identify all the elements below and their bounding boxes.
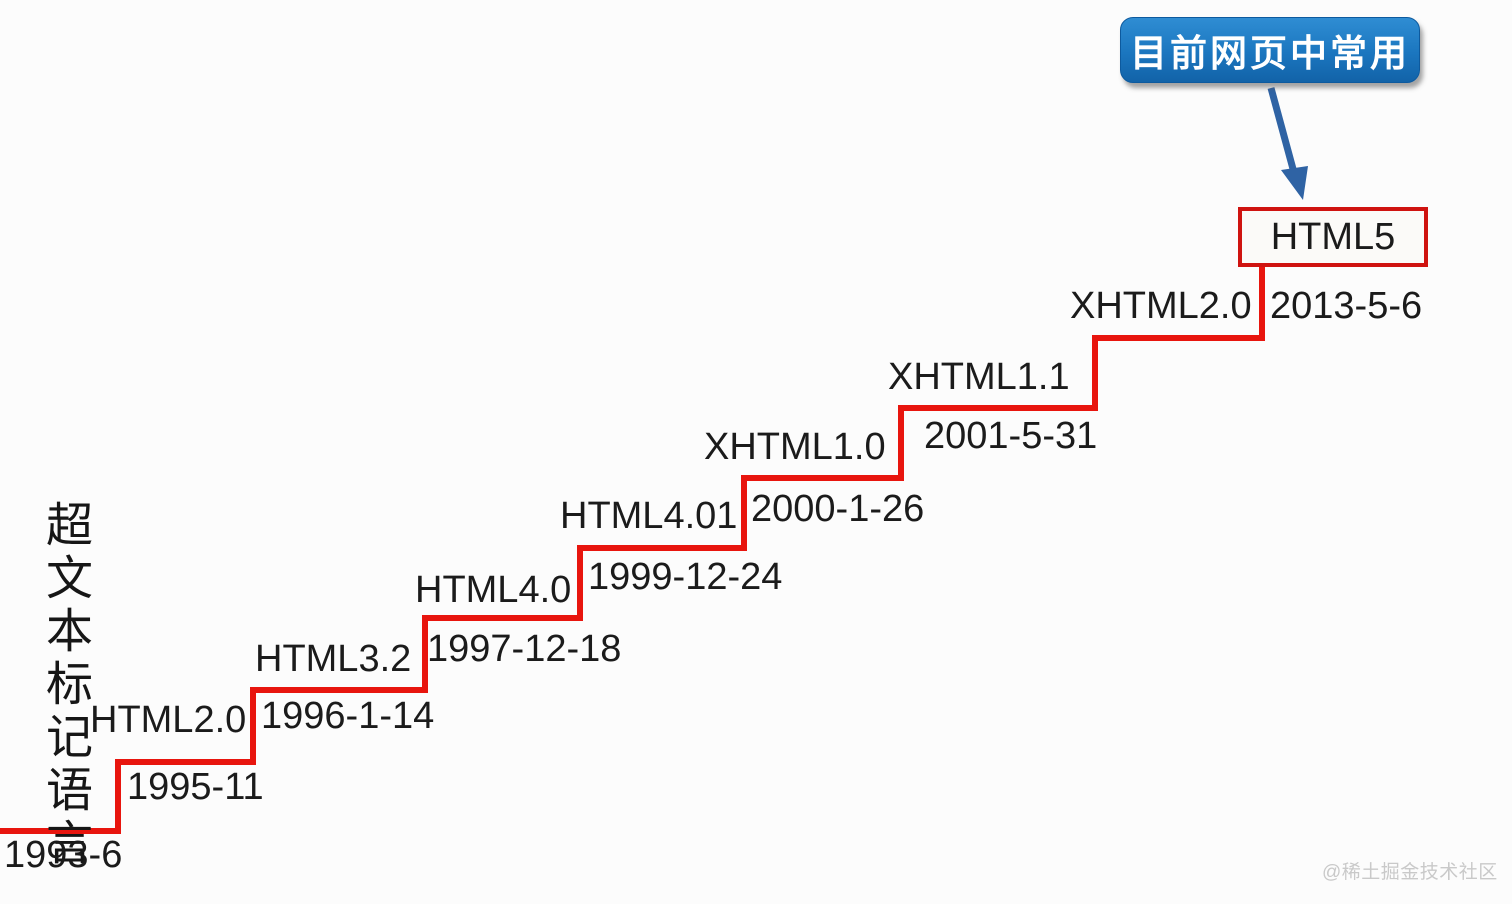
callout-arrow-icon: [1267, 87, 1308, 200]
version-label-html4-01: HTML4.01: [560, 495, 738, 537]
version-label-html4-0: HTML4.0: [415, 569, 572, 611]
date-label-2000-1-26: 2000-1-26: [751, 488, 925, 530]
callout-bubble: 目前网页中常用: [1120, 17, 1420, 83]
date-label-2013-5-6: 2013-5-6: [1270, 285, 1423, 327]
version-label-html3-2: HTML3.2: [255, 638, 412, 680]
vertical-axis-title: 超文本标记语言: [38, 500, 90, 871]
staircase-line: [0, 266, 1265, 834]
version-label-html5: HTML5: [1270, 215, 1396, 258]
html5-version-box: HTML5: [1238, 207, 1428, 267]
date-label-1995-11: 1995-11: [127, 766, 264, 808]
version-label-xhtml1-0: XHTML1.0: [704, 426, 886, 468]
watermark: @稀土掘金技术社区: [1322, 862, 1498, 883]
date-label-2001-5-31: 2001-5-31: [924, 415, 1098, 457]
date-label-1993-6: 1993-6: [4, 834, 123, 876]
version-label-xhtml1-1: XHTML1.1: [888, 356, 1070, 398]
date-label-1996-1-14: 1996-1-14: [261, 695, 435, 737]
date-label-1999-12-24: 1999-12-24: [588, 556, 783, 598]
date-label-1997-12-18: 1997-12-18: [427, 628, 622, 670]
callout-text: 目前网页中常用: [1130, 33, 1410, 74]
version-label-html2-0: HTML2.0: [90, 699, 247, 741]
version-label-xhtml2-0: XHTML2.0: [1070, 285, 1252, 327]
